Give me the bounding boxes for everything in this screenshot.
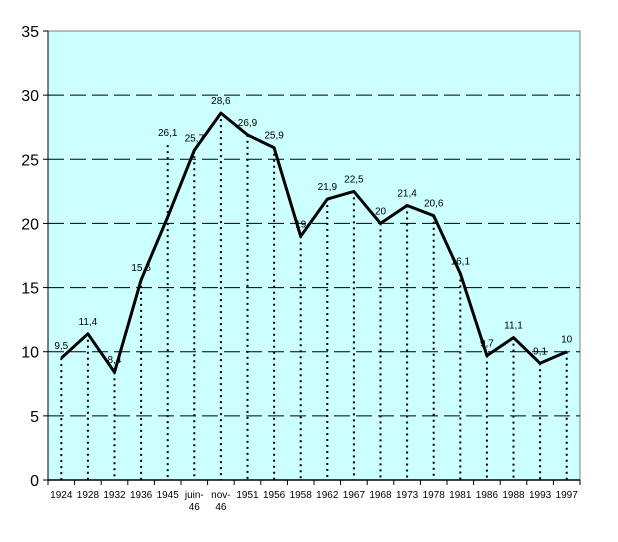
x-tick-label: nov-46 xyxy=(211,490,230,513)
x-tick-label-line: 1932 xyxy=(103,490,126,501)
y-axis: 0 5 10 15 20 25 30 35 xyxy=(21,24,49,490)
x-tick-label: 1962 xyxy=(316,490,339,501)
data-label: 21,4 xyxy=(397,188,417,199)
y-tick-label: 0 xyxy=(30,473,39,490)
data-label: 15,6 xyxy=(131,263,151,274)
y-tick-label: 10 xyxy=(21,345,39,362)
data-label: 25,9 xyxy=(264,131,284,142)
x-tick-label-line: 1945 xyxy=(157,490,180,501)
x-tick-label: 1956 xyxy=(263,490,286,501)
x-tick-label: 1958 xyxy=(290,490,313,501)
y-tick-label: 15 xyxy=(21,281,39,298)
x-tick-label-line: 1958 xyxy=(290,490,313,501)
x-tick-label-line: 1993 xyxy=(529,490,552,501)
x-tick-label: 1936 xyxy=(130,490,153,501)
x-tick-label-line: 1981 xyxy=(449,490,472,501)
plot-area xyxy=(47,30,581,481)
x-tick-label-line: 1988 xyxy=(502,490,525,501)
x-tick-label-line: 1928 xyxy=(77,490,100,501)
x-tick-label: 1951 xyxy=(236,490,259,501)
x-tick-label-line: nov- xyxy=(211,490,230,501)
x-tick-label: 1967 xyxy=(343,490,366,501)
y-tick-label: 20 xyxy=(21,216,39,233)
data-label: 22,5 xyxy=(344,174,364,185)
data-label: 20,6 xyxy=(424,199,444,210)
x-tick-label-line: 1936 xyxy=(130,490,153,501)
x-tick-label-line: 1924 xyxy=(50,490,73,501)
data-label: 11,1 xyxy=(504,321,523,332)
y-tick-label: 35 xyxy=(21,24,39,41)
data-label: 16,1 xyxy=(451,256,471,267)
x-tick-label: 1945 xyxy=(157,490,180,501)
data-label: 9,1 xyxy=(533,346,547,357)
data-label: 26,1 xyxy=(158,128,178,139)
x-tick-label: 1993 xyxy=(529,490,552,501)
x-tick-label: 1986 xyxy=(476,490,499,501)
x-tick-label-line: 1951 xyxy=(236,490,259,501)
x-tick-label-line: 1997 xyxy=(556,490,579,501)
data-label: 20 xyxy=(375,206,387,217)
data-labels: 9,5 11,4 8,4 15,6 26,1 25,7 28,6 26,9 25,9 19 21,9… xyxy=(54,96,572,366)
y-tick-label: 25 xyxy=(21,152,39,169)
data-label: 9,7 xyxy=(480,339,494,350)
data-label: 8,4 xyxy=(108,355,122,366)
y-tick-label: 5 xyxy=(30,409,39,426)
x-tick-label-line: 1967 xyxy=(343,490,366,501)
x-tick-label-line: 1978 xyxy=(423,490,446,501)
data-label: 10 xyxy=(561,335,573,346)
drop-lines xyxy=(60,113,568,480)
data-label: 25,7 xyxy=(185,133,205,144)
x-tick-label: 1988 xyxy=(502,490,525,501)
x-tick-label-line: juin- xyxy=(184,490,204,501)
x-tick-label-line: 46 xyxy=(189,502,201,513)
gridlines xyxy=(48,94,580,417)
x-tick-label-line: 1956 xyxy=(263,490,286,501)
x-tick-label: 1928 xyxy=(77,490,100,501)
x-tick-label: juin-46 xyxy=(184,490,204,513)
data-label: 26,9 xyxy=(238,118,258,129)
x-tick-label: 1997 xyxy=(556,490,579,501)
x-tick-label-line: 1968 xyxy=(369,490,392,501)
data-label: 11,4 xyxy=(79,317,98,328)
x-tick-label: 1978 xyxy=(423,490,446,501)
data-label: 21,9 xyxy=(318,182,338,193)
x-tick-label-line: 1986 xyxy=(476,490,499,501)
x-tick-label-line: 1973 xyxy=(396,490,419,501)
x-tick-label: 1973 xyxy=(396,490,419,501)
data-label: 19 xyxy=(295,219,307,230)
series-line xyxy=(60,111,568,374)
y-tick-label: 30 xyxy=(21,88,39,105)
x-tick-label: 1924 xyxy=(50,490,73,501)
x-tick-label: 1968 xyxy=(369,490,392,501)
x-tick-label-line: 46 xyxy=(215,502,227,513)
x-tick-label: 1932 xyxy=(103,490,126,501)
x-tick-label-line: 1962 xyxy=(316,490,339,501)
x-tick-label: 1981 xyxy=(449,490,472,501)
data-label: 9,5 xyxy=(54,341,68,352)
data-label: 28,6 xyxy=(211,96,231,107)
